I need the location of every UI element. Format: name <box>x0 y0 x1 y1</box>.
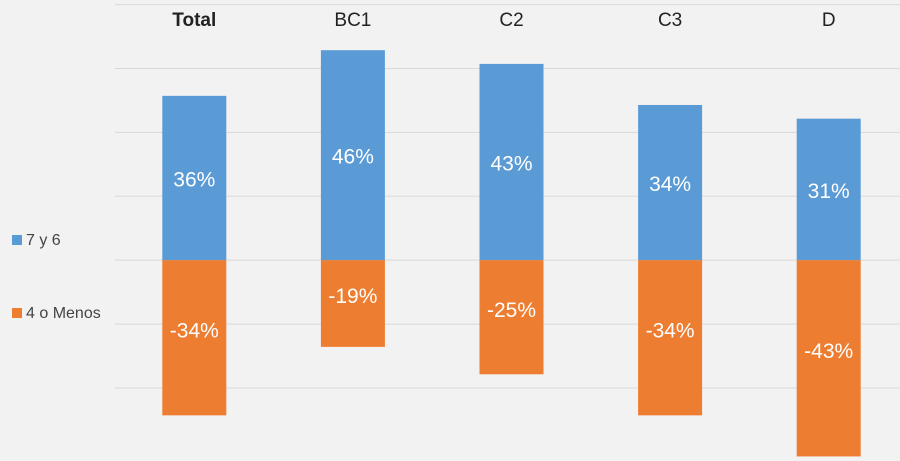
value-label: 43% <box>490 153 532 176</box>
legend-swatch <box>12 235 22 245</box>
category-label: C2 <box>499 10 523 31</box>
value-label: -34% <box>170 319 219 342</box>
bar <box>162 95 227 261</box>
value-label: -25% <box>487 299 536 322</box>
value-label: -19% <box>328 285 377 308</box>
legend-label: 4 o Menos <box>26 305 101 322</box>
value-label: 31% <box>808 180 850 203</box>
bar <box>479 260 544 375</box>
bar <box>796 260 861 457</box>
value-label: -43% <box>804 340 853 363</box>
category-label: Total <box>172 10 216 31</box>
category-label: D <box>822 10 836 31</box>
legend-swatch <box>12 308 22 318</box>
value-label: 36% <box>173 169 215 192</box>
value-label: -34% <box>646 319 695 342</box>
category-label: C3 <box>658 10 682 31</box>
category-label: BC1 <box>334 10 371 31</box>
bar <box>162 260 227 416</box>
bar <box>320 260 385 347</box>
bar <box>638 260 703 416</box>
value-label: 34% <box>649 173 691 196</box>
bar <box>320 50 385 261</box>
bar <box>796 118 861 261</box>
legend-label: 7 y 6 <box>26 232 61 249</box>
bar <box>638 104 703 261</box>
value-label: 46% <box>332 146 374 169</box>
bar <box>479 63 544 261</box>
